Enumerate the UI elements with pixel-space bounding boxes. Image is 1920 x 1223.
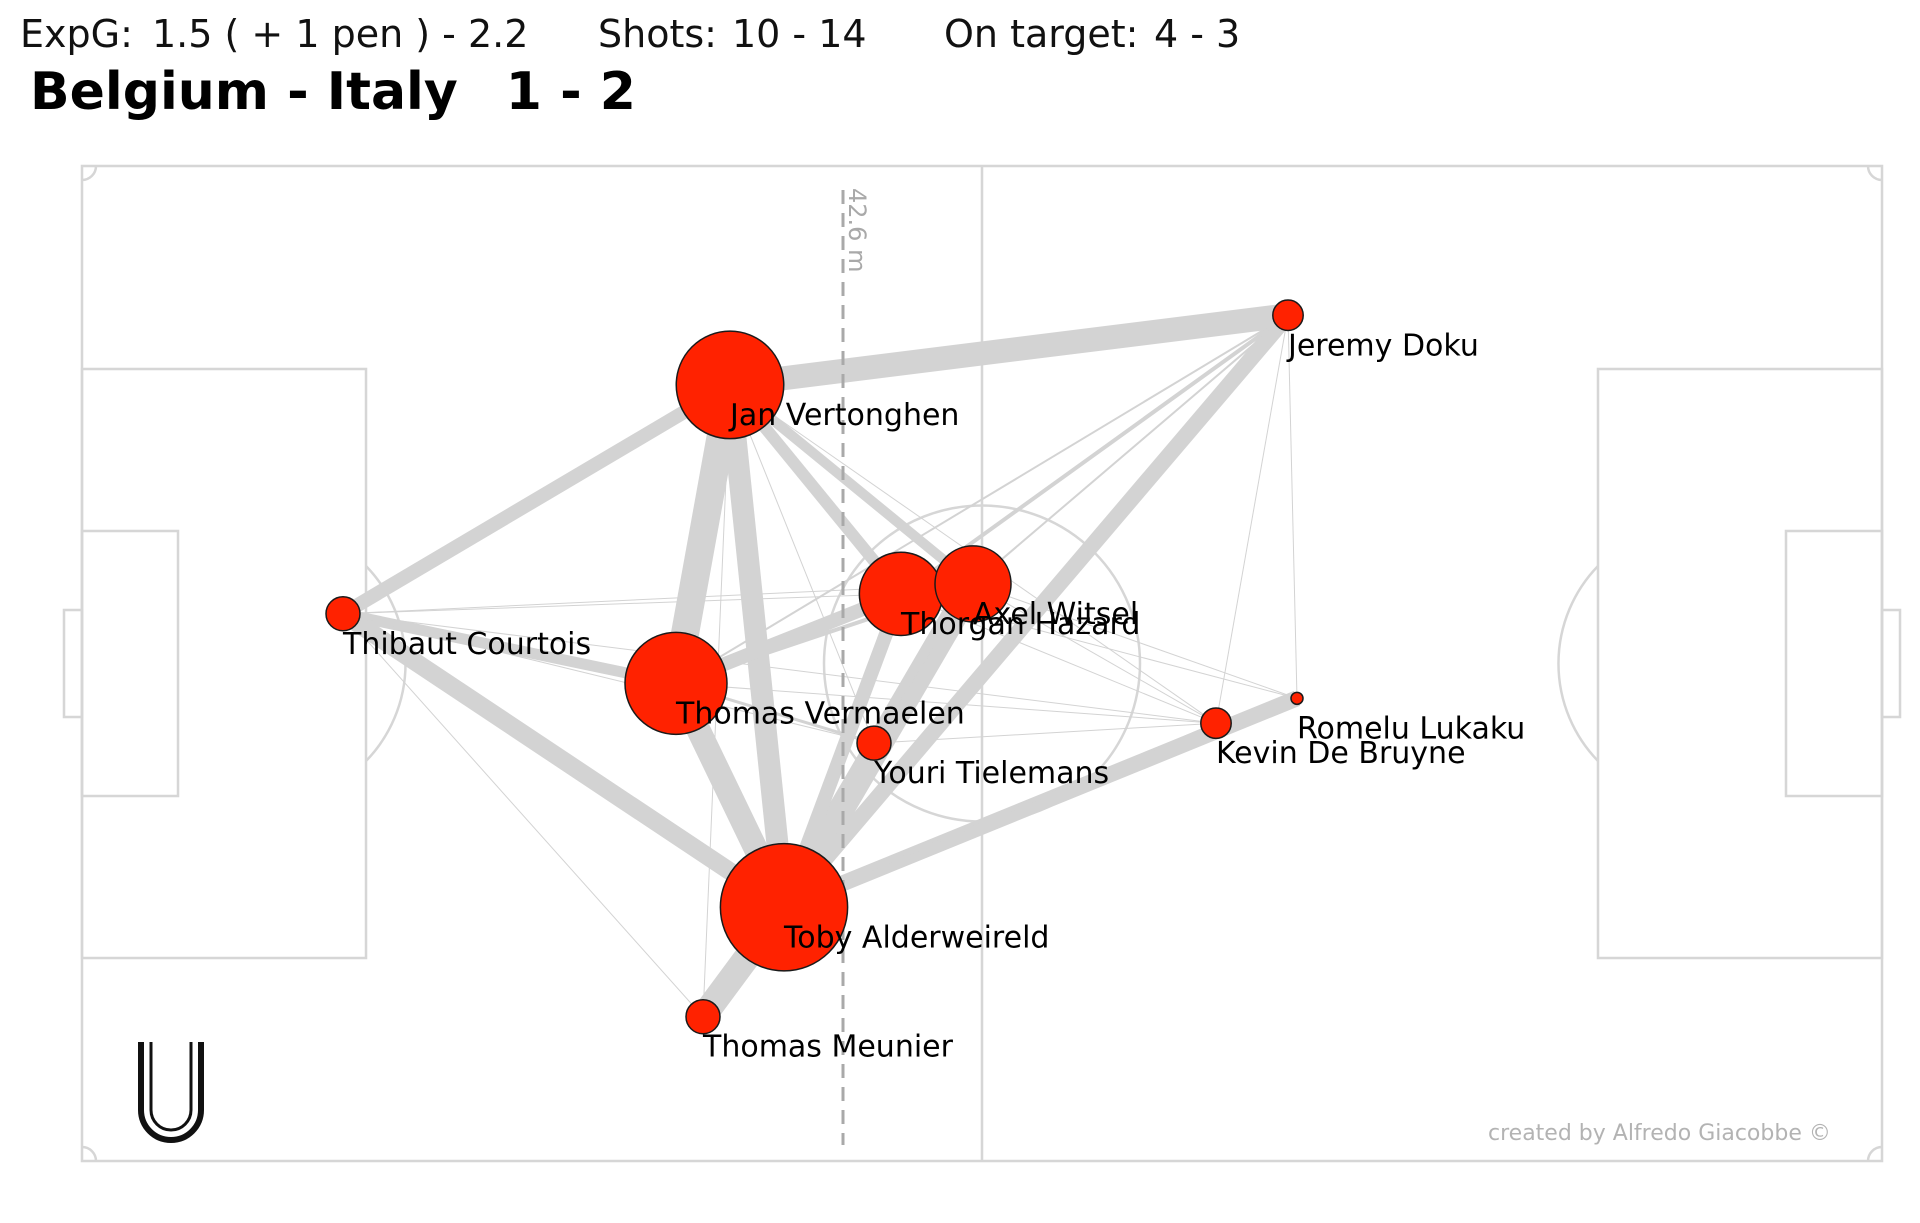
player-node: [934, 545, 1012, 623]
match-score: 1 - 2: [505, 62, 636, 122]
pass-edge: [728, 303, 1290, 397]
pass-edge: [675, 314, 1289, 685]
pitch-markings: [62, 164, 1902, 1163]
pass-edge: [972, 314, 1289, 585]
pass-edge: [777, 310, 1295, 913]
pass-edge: [972, 583, 1217, 724]
pass-edge: [729, 384, 875, 744]
player-label: Axel Witsel: [973, 597, 1138, 632]
left-goal-area: [80, 529, 180, 798]
pass-edge: [873, 722, 1217, 744]
pass-edge: [342, 613, 875, 744]
pass-edge: [338, 606, 789, 915]
player-node: [1272, 299, 1304, 332]
player-nodes: [325, 299, 1304, 1035]
right-goal-area: [1784, 529, 1884, 798]
author-credit: created by Alfredo Giacobbe ©: [1488, 1121, 1831, 1146]
shots-value: 10 - 14: [732, 12, 867, 56]
pass-edge: [339, 378, 734, 620]
player-node: [675, 330, 785, 440]
left-goal: [62, 608, 84, 719]
player-label: Jan Vertonghen: [728, 398, 959, 433]
pass-edge: [972, 583, 1298, 699]
player-label: Youri Tielemans: [873, 756, 1109, 791]
player-node: [325, 596, 361, 632]
corner-arc-br: [1866, 1145, 1883, 1162]
player-node: [1200, 707, 1232, 740]
player-labels: Thibaut Courtois Jan Vertonghen Thomas Ver…: [342, 328, 1525, 1064]
corner-arc-bl: [81, 1145, 98, 1162]
expg-value: 1.5 ( + 1 pen ) - 2.2: [152, 12, 529, 56]
expg-label: ExpG:: [20, 12, 133, 56]
ontarget-label: On target:: [944, 12, 1139, 56]
pass-edge: [783, 722, 1217, 909]
pass-edge: [342, 613, 704, 1018]
pass-edge: [1287, 315, 1298, 699]
pass-edge: [341, 608, 678, 689]
player-label: Jeremy Doku: [1286, 328, 1479, 363]
player-node: [1290, 691, 1304, 706]
match-teams: Belgium - Italy: [30, 62, 458, 122]
pass-edge: [675, 682, 1217, 724]
player-label: Romelu Lukaku: [1297, 711, 1525, 746]
match-title: Belgium - Italy 1 - 2: [30, 62, 636, 122]
player-label: Thomas Vermaelen: [675, 696, 965, 731]
player-label: Thomas Meunier: [702, 1030, 954, 1065]
ontarget-value: 4 - 3: [1154, 12, 1241, 56]
player-label: Thibaut Courtois: [342, 627, 591, 662]
player-node: [624, 631, 728, 736]
player-label: Thorgan Hazard: [900, 607, 1140, 642]
shots-label: Shots:: [598, 12, 717, 56]
corner-arc-tl: [81, 165, 98, 182]
player-node: [685, 998, 721, 1035]
right-penalty-arc: [1557, 565, 1599, 762]
corner-arc-tr: [1866, 165, 1883, 182]
u-logo-icon: [138, 1042, 204, 1143]
brand-logo: [138, 1040, 204, 1152]
left-penalty-area: [80, 367, 368, 960]
defensive-line-label: 42.6 m: [843, 188, 871, 272]
pass-edge: [342, 593, 902, 615]
pass-edge: [342, 613, 1217, 724]
right-penalty-area: [1596, 367, 1884, 960]
player-label: Kevin De Bruyne: [1216, 736, 1466, 771]
player-node: [719, 842, 849, 972]
right-goal: [1880, 608, 1902, 719]
player-label: Toby Alderweireld: [783, 920, 1049, 955]
player-node: [856, 725, 892, 761]
pass-edge: [1215, 315, 1289, 724]
